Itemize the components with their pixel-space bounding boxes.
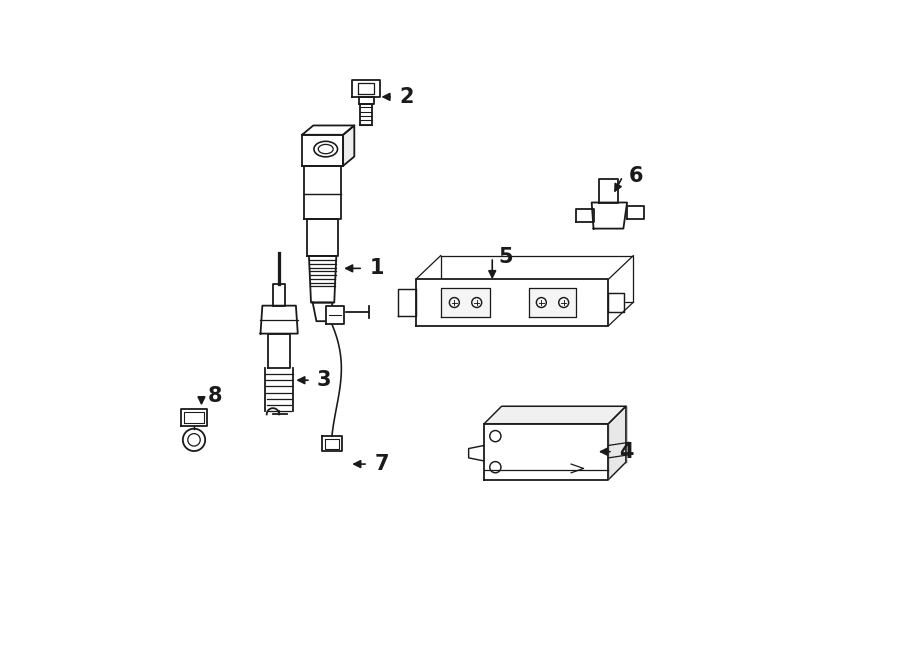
Polygon shape <box>309 256 337 303</box>
Polygon shape <box>302 126 355 135</box>
Polygon shape <box>627 206 644 219</box>
Polygon shape <box>608 407 626 480</box>
Polygon shape <box>302 135 343 166</box>
Polygon shape <box>307 219 338 256</box>
Text: 8: 8 <box>208 386 222 406</box>
Text: 6: 6 <box>629 167 643 186</box>
Polygon shape <box>501 407 626 462</box>
Text: 3: 3 <box>317 370 331 390</box>
Text: 2: 2 <box>399 87 414 107</box>
Polygon shape <box>343 126 355 166</box>
Text: 7: 7 <box>374 454 389 474</box>
Polygon shape <box>327 305 344 325</box>
Polygon shape <box>416 279 608 326</box>
Polygon shape <box>304 166 341 219</box>
Polygon shape <box>484 424 608 480</box>
Text: 4: 4 <box>619 442 634 461</box>
Polygon shape <box>591 202 627 229</box>
Polygon shape <box>599 179 617 202</box>
Text: 1: 1 <box>369 258 383 278</box>
Polygon shape <box>529 288 576 317</box>
Polygon shape <box>399 290 416 315</box>
Polygon shape <box>312 303 333 321</box>
Text: 5: 5 <box>499 247 513 267</box>
Polygon shape <box>484 407 626 424</box>
Polygon shape <box>608 293 624 312</box>
Polygon shape <box>576 209 593 222</box>
Polygon shape <box>441 256 634 302</box>
Polygon shape <box>441 288 491 317</box>
